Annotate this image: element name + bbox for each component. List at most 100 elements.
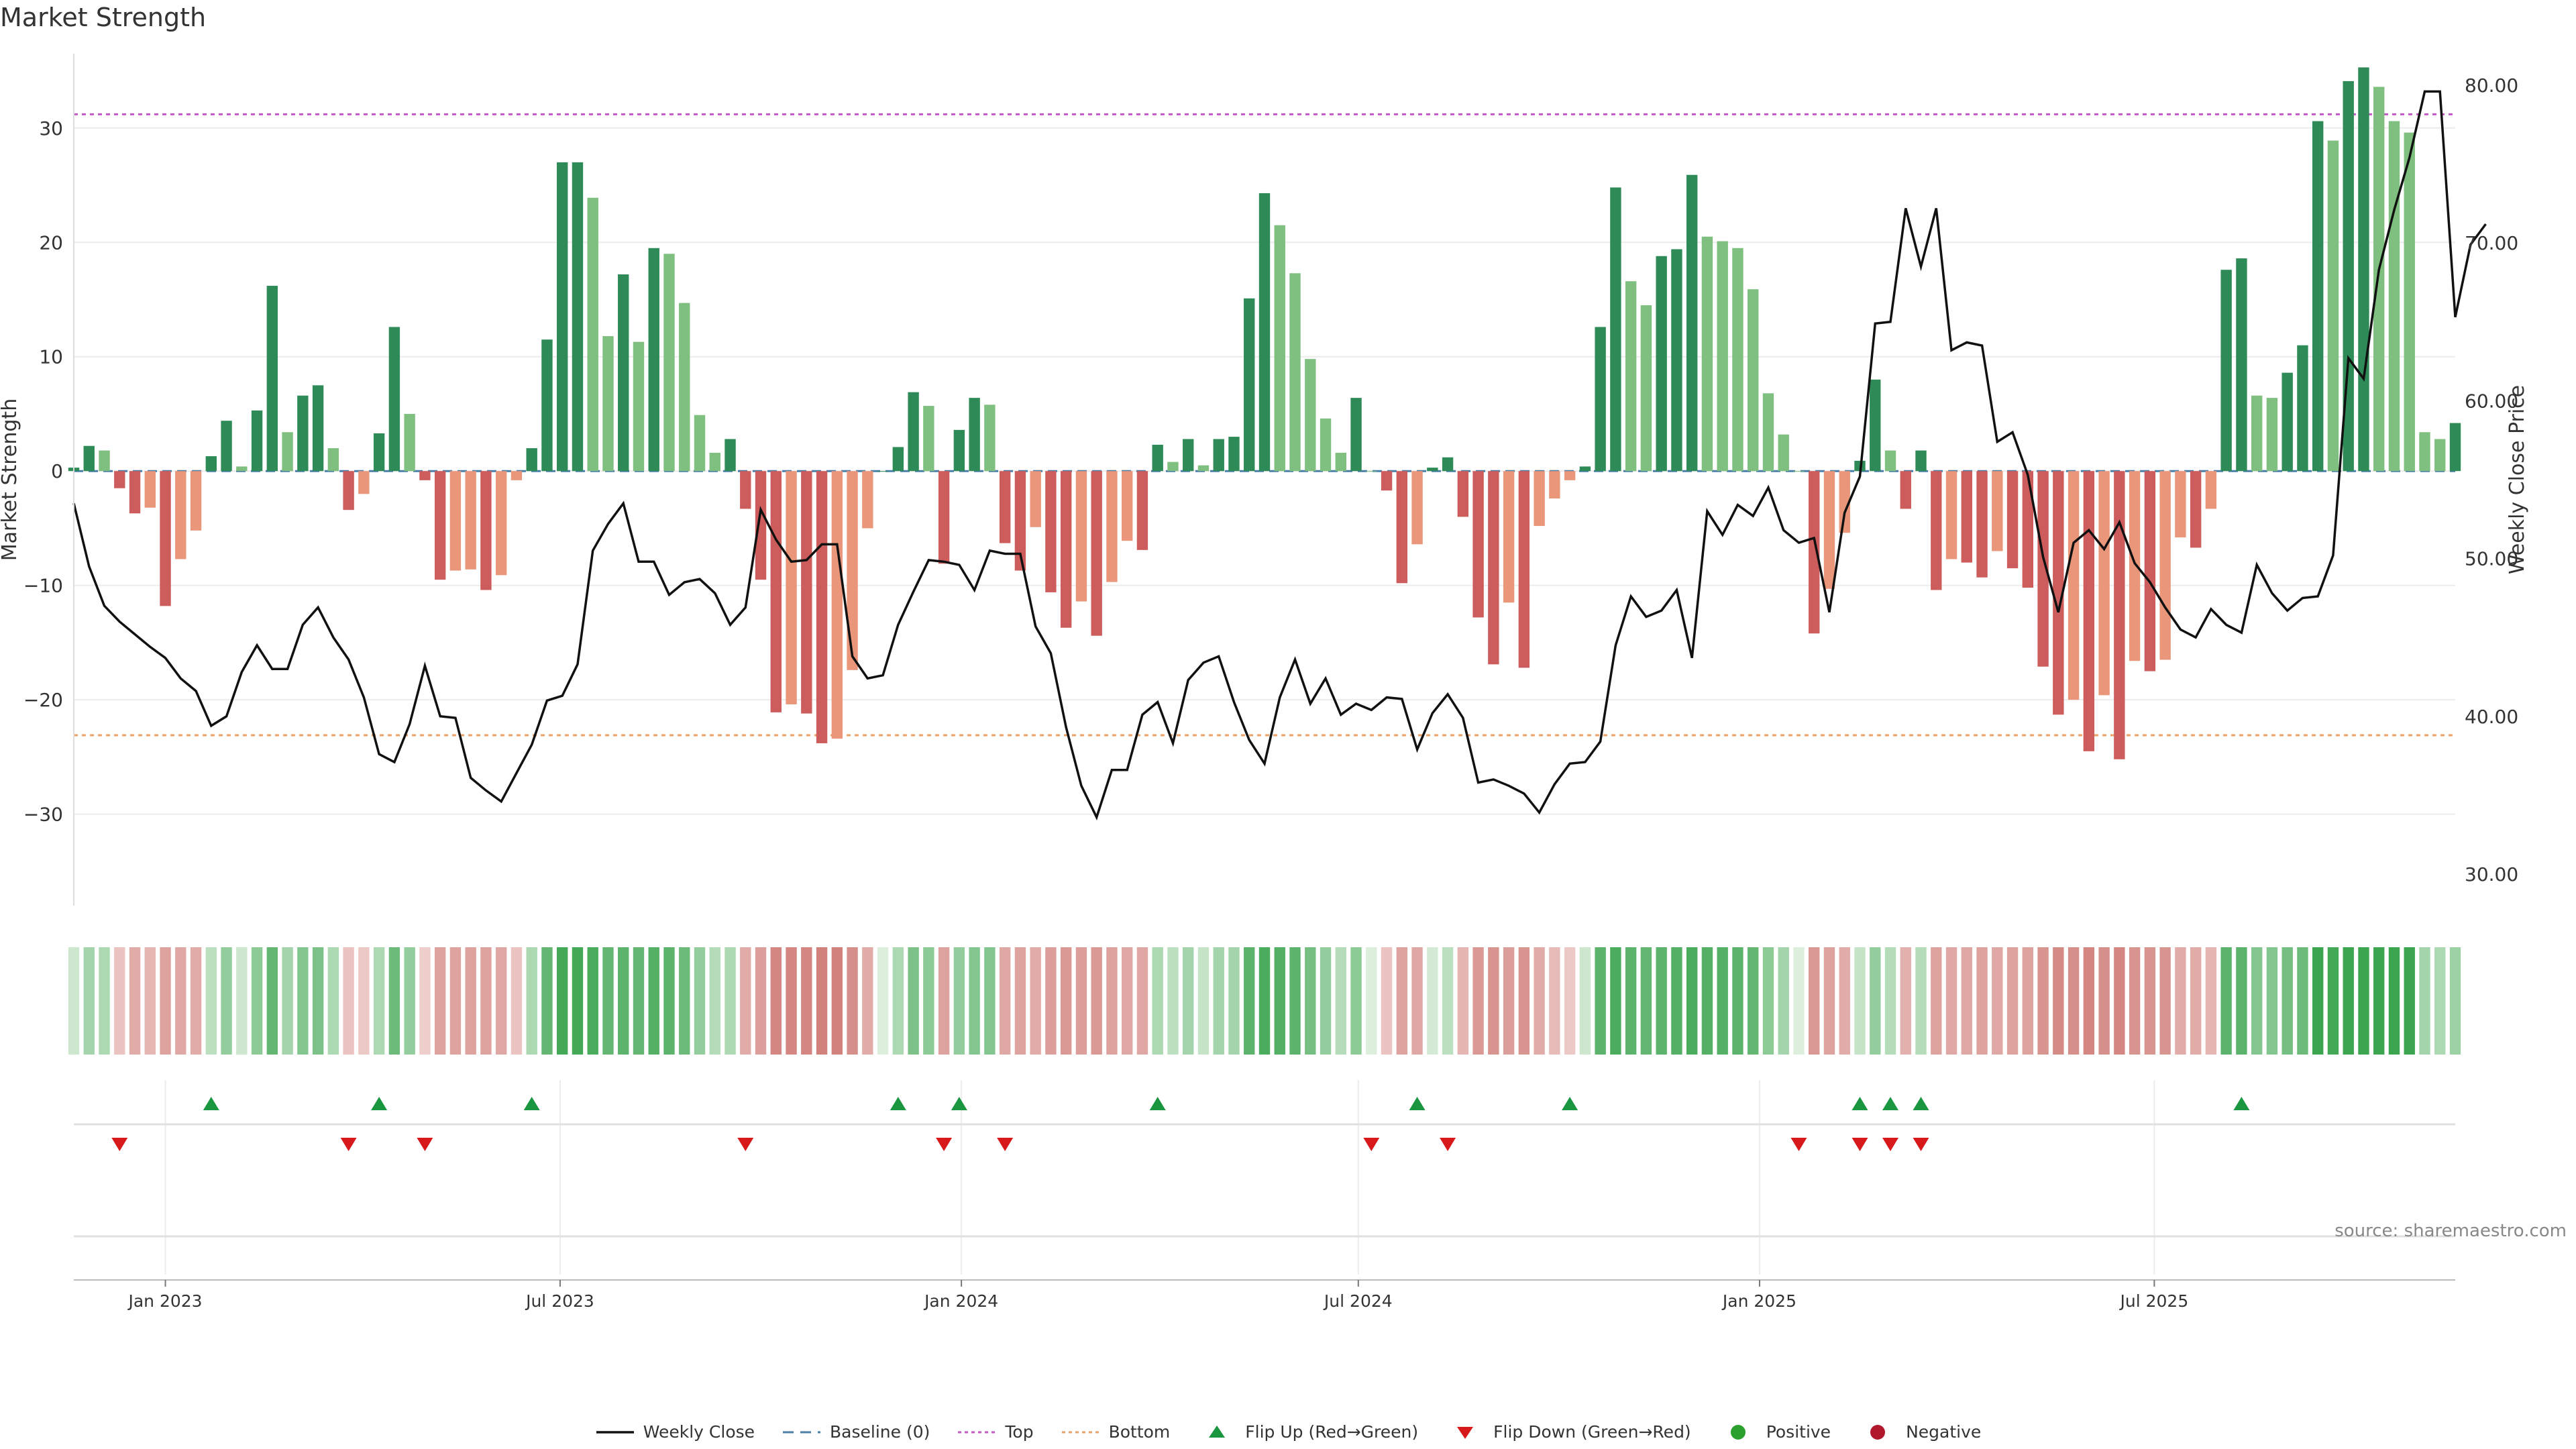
strength-bar <box>2343 80 2354 472</box>
strength-bar <box>801 471 812 714</box>
strength-bar <box>663 254 675 472</box>
y2-tick-label: 80.00 <box>2465 74 2518 97</box>
heat-cell <box>327 947 339 1055</box>
strength-bar <box>526 448 537 472</box>
heat-cell <box>1809 947 1820 1055</box>
strength-bar <box>511 471 523 480</box>
legend-item-bottom: Bottom <box>1061 1422 1171 1442</box>
heat-cell <box>1931 947 1942 1055</box>
top-swatch <box>958 1431 996 1433</box>
strength-bar <box>633 341 645 472</box>
heat-cell <box>266 947 278 1055</box>
heat-cell <box>1961 947 1972 1055</box>
heat-cell <box>1381 947 1393 1055</box>
heat-cell <box>2449 947 2461 1055</box>
strength-bar <box>1091 471 1102 636</box>
strength-bar <box>1122 471 1133 541</box>
heat-cell <box>816 947 828 1055</box>
y2-tick-label: 60.00 <box>2465 390 2518 412</box>
heat-cell <box>1350 947 1362 1055</box>
strength-bar <box>2266 398 2278 472</box>
strength-bar <box>190 471 202 531</box>
heat-cell <box>1091 947 1102 1055</box>
heat-cell <box>114 947 125 1055</box>
strength-bar <box>908 392 919 472</box>
strength-bar <box>175 471 186 559</box>
heat-cell <box>2282 947 2293 1055</box>
strength-bar <box>1961 471 1972 563</box>
strength-bar <box>144 471 156 508</box>
legend-item-baseline: Baseline (0) <box>782 1422 930 1442</box>
flip_up-swatch <box>1209 1425 1226 1438</box>
strength-bar <box>2220 270 2232 472</box>
strength-bar <box>2419 432 2430 472</box>
heat-cell <box>1258 947 1271 1055</box>
y-tick-label: 0 <box>51 460 63 482</box>
heat-cell <box>1457 947 1469 1055</box>
heat-cell <box>2358 947 2369 1055</box>
heat-cell <box>343 947 354 1055</box>
heat-cell <box>663 947 675 1055</box>
legend-item-flip_down: Flip Down (Green→Red) <box>1445 1422 1691 1442</box>
legend-item-line: Weekly Close <box>595 1422 755 1442</box>
y-axis-label: Market Strength <box>0 398 21 561</box>
heat-cell <box>969 947 980 1055</box>
heat-cell <box>877 947 889 1055</box>
strength-bar <box>2312 121 2324 472</box>
strength-bar <box>236 466 248 472</box>
heat-cell <box>68 947 80 1055</box>
heat-cell <box>1839 947 1850 1055</box>
heat-cell <box>892 947 904 1055</box>
heat-cell <box>1274 947 1285 1055</box>
heat-cell <box>740 947 751 1055</box>
heat-cell <box>1075 947 1087 1055</box>
strength-bar <box>1931 471 1942 590</box>
heat-cell <box>1244 947 1255 1055</box>
legend-label: Baseline (0) <box>830 1422 930 1442</box>
x-tick-label: Jan 2023 <box>127 1291 202 1311</box>
strength-bar <box>1870 379 1881 472</box>
strength-bar <box>1976 471 1988 578</box>
heat-cell <box>2129 947 2141 1055</box>
heat-cell <box>526 947 537 1055</box>
heat-cell <box>2098 947 2110 1055</box>
strength-bar <box>923 406 934 472</box>
strength-bar <box>2434 439 2446 472</box>
heat-cell <box>1976 947 1988 1055</box>
strength-bar <box>129 471 141 514</box>
strength-bar <box>572 162 584 472</box>
strength-bar <box>1579 466 1591 472</box>
strength-bar <box>938 471 950 564</box>
flip-up-marker <box>1913 1097 1929 1110</box>
heat-cell <box>205 947 217 1055</box>
strength-bar <box>1244 298 1255 472</box>
strength-bar <box>1366 471 1377 472</box>
strength-bar <box>327 448 339 472</box>
strength-bar <box>114 471 125 488</box>
strength-bar <box>2297 345 2308 472</box>
heat-cell <box>831 947 843 1055</box>
heat-cell <box>388 947 400 1055</box>
heat-cell <box>1060 947 1072 1055</box>
heat-cell <box>1427 947 1438 1055</box>
strength-bar <box>770 471 782 712</box>
market-strength-chart: 30 20 10 0 −10 −20 −30 80.00 70.00 60.00 50.00 40.… <box>0 54 2529 1311</box>
heat-cell <box>2251 947 2263 1055</box>
legend-label: Bottom <box>1108 1422 1171 1442</box>
heat-cell <box>1748 947 1759 1055</box>
heat-cell <box>633 947 645 1055</box>
heat-cell <box>2404 947 2415 1055</box>
strength-bar <box>1274 225 1285 472</box>
strength-bar <box>724 439 736 472</box>
strength-bars <box>68 67 2461 759</box>
heat-cell <box>923 947 934 1055</box>
strength-bar <box>2358 67 2369 472</box>
strength-bar <box>847 471 858 670</box>
strength-bar <box>1045 471 1057 592</box>
legend-item-top: Top <box>957 1422 1034 1442</box>
y2-tick-label: 40.00 <box>2465 706 2518 728</box>
heat-cell <box>2297 947 2308 1055</box>
x-tick-label: Jul 2024 <box>1323 1291 1393 1311</box>
heat-cell <box>221 947 232 1055</box>
strength-bar <box>251 410 263 472</box>
